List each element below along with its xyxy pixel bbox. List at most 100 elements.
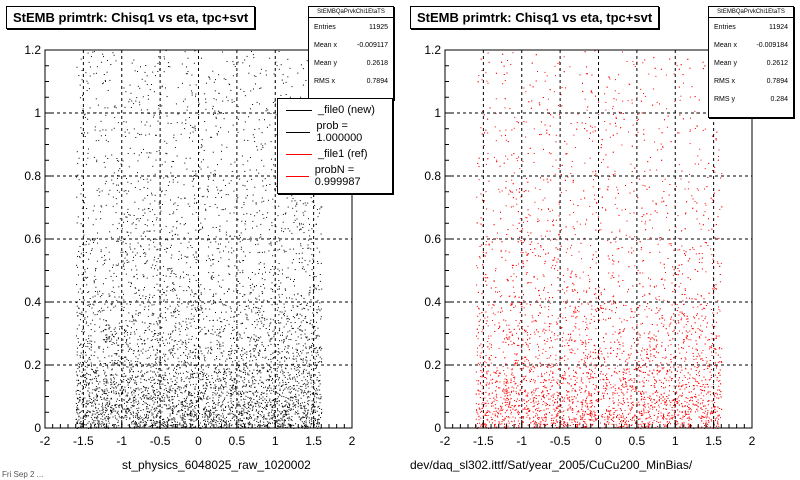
- data-point: [276, 421, 278, 423]
- data-point: [111, 374, 113, 376]
- data-point: [199, 313, 201, 315]
- data-point: [90, 374, 91, 376]
- data-point: [122, 416, 124, 418]
- data-point: [152, 396, 154, 398]
- data-point: [111, 304, 113, 306]
- data-point: [166, 394, 168, 396]
- data-point: [155, 358, 157, 360]
- data-point: [93, 355, 95, 356]
- data-point: [239, 262, 241, 263]
- data-point: [115, 353, 117, 354]
- data-point: [316, 388, 317, 390]
- data-point: [145, 421, 147, 423]
- data-point: [179, 367, 181, 369]
- data-point: [207, 398, 209, 400]
- data-point: [241, 155, 243, 157]
- data-point: [108, 293, 110, 295]
- data-point: [223, 179, 225, 181]
- data-point: [115, 198, 117, 200]
- data-point: [122, 392, 124, 394]
- data-point: [247, 305, 249, 307]
- data-point: [218, 111, 220, 113]
- data-point: [318, 335, 320, 337]
- data-point: [79, 390, 81, 392]
- data-point: [215, 241, 217, 243]
- data-point: [144, 402, 146, 404]
- data-point: [272, 290, 274, 292]
- data-point: [86, 416, 88, 418]
- data-point: [211, 377, 213, 379]
- data-point: [229, 350, 231, 352]
- data-point: [211, 375, 213, 377]
- data-point: [208, 330, 210, 332]
- data-point: [117, 360, 119, 361]
- data-point: [237, 219, 239, 221]
- data-point: [260, 402, 262, 404]
- data-point: [302, 364, 304, 366]
- data-point: [256, 169, 258, 171]
- data-point: [189, 402, 191, 404]
- data-point: [205, 390, 206, 392]
- data-point: [286, 315, 288, 317]
- data-point: [315, 390, 317, 392]
- data-point: [129, 377, 131, 379]
- data-point: [97, 242, 99, 244]
- data-point: [242, 239, 244, 241]
- data-point: [302, 358, 304, 360]
- data-point: [221, 326, 222, 328]
- data-point: [247, 367, 249, 369]
- data-point: [96, 388, 98, 390]
- data-point: [105, 381, 107, 383]
- data-point: [277, 359, 279, 361]
- data-point: [86, 400, 88, 402]
- data-point: [109, 231, 111, 233]
- data-point: [239, 336, 241, 338]
- data-point: [127, 231, 129, 233]
- data-point: [240, 354, 241, 356]
- data-point: [191, 395, 193, 397]
- data-point: [269, 340, 271, 342]
- data-point: [289, 424, 291, 425]
- data-point: [161, 85, 163, 87]
- data-point: [207, 352, 209, 354]
- data-point: [127, 424, 129, 426]
- data-point: [203, 288, 205, 290]
- data-point: [289, 378, 291, 380]
- data-point: [87, 341, 89, 342]
- data-point: [316, 367, 317, 369]
- data-point: [129, 412, 131, 414]
- data-point: [148, 248, 150, 250]
- data-point: [293, 388, 295, 390]
- data-point: [79, 84, 81, 86]
- data-point: [174, 234, 176, 236]
- data-point: [209, 308, 211, 310]
- data-point: [96, 415, 98, 417]
- data-point: [200, 350, 202, 352]
- data-point: [205, 129, 207, 131]
- data-point: [85, 386, 86, 388]
- data-point: [233, 404, 234, 406]
- data-point: [314, 329, 316, 331]
- data-point: [90, 239, 91, 241]
- data-point: [310, 299, 312, 301]
- data-point: [230, 372, 232, 374]
- data-point: [288, 403, 290, 405]
- data-point: [84, 113, 86, 115]
- data-point: [225, 194, 227, 196]
- data-point: [255, 297, 257, 299]
- data-point: [126, 178, 127, 179]
- data-point: [223, 293, 225, 295]
- data-point: [135, 287, 137, 289]
- data-point: [183, 418, 185, 420]
- data-point: [147, 195, 149, 196]
- data-point: [139, 189, 141, 191]
- data-point: [197, 319, 199, 320]
- data-point: [318, 361, 320, 363]
- data-point: [185, 377, 187, 379]
- data-point: [112, 416, 114, 418]
- data-point: [277, 344, 279, 346]
- data-point: [294, 395, 296, 397]
- data-point: [220, 388, 222, 390]
- data-point: [298, 403, 299, 405]
- data-point: [198, 103, 200, 105]
